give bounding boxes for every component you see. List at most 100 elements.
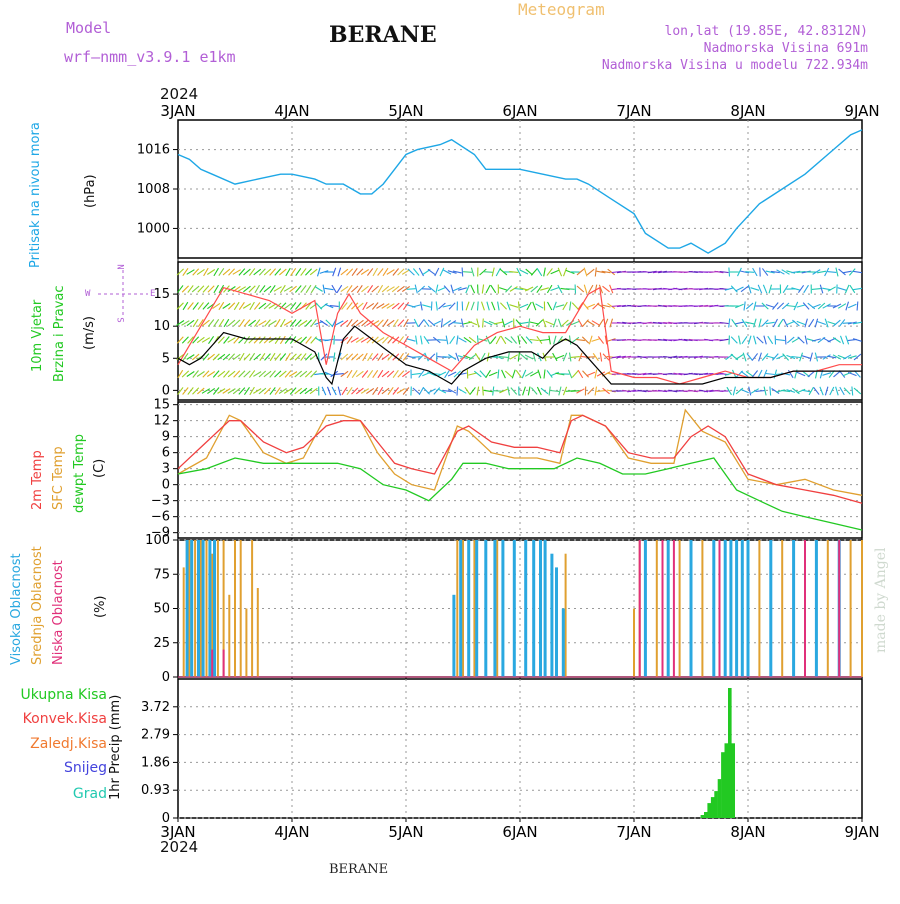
cloud-high-axis-label: Visoka Oblacnost <box>9 553 24 665</box>
cloud_high-bar <box>186 540 189 677</box>
wind-barb <box>197 372 204 377</box>
wind-barb <box>759 353 762 362</box>
wind-barb <box>466 302 469 311</box>
wind-barb <box>848 372 856 375</box>
temp_2m-series-line <box>178 415 862 503</box>
cloud_high-bar <box>202 540 205 677</box>
cloud_high-bar <box>213 540 216 677</box>
wind-barb <box>183 302 188 310</box>
wind-barb <box>214 285 219 293</box>
wind-barb <box>233 270 241 275</box>
wind-barb <box>566 289 575 290</box>
wind-barb <box>398 320 404 327</box>
wind-barb <box>758 285 762 293</box>
panel-frame <box>178 262 862 400</box>
wind-barb <box>428 269 435 274</box>
wind-barb <box>731 286 737 293</box>
y-tick-label: 0 <box>162 478 170 493</box>
cloud_mid-bar <box>473 540 475 677</box>
wind-barb <box>505 371 512 377</box>
wind-barb <box>511 388 517 395</box>
y-tick-label: 100 <box>145 533 170 548</box>
wind-barb <box>306 285 311 293</box>
wind-barb <box>600 353 601 362</box>
cloud_mid-bar <box>206 540 208 677</box>
wind-barb <box>382 354 389 359</box>
wind-barb <box>192 286 199 292</box>
wind-barb <box>571 391 580 392</box>
cloud_mid-bar <box>565 554 567 677</box>
wind-barb <box>454 371 461 377</box>
wind-barb <box>595 370 597 379</box>
y-tick-label: 1016 <box>137 143 170 158</box>
y-tick-label: 3.72 <box>141 700 170 715</box>
dewpoint-axis-label: dewpt Temp <box>72 434 87 513</box>
precip-total-bar <box>707 803 711 818</box>
wind-barb <box>508 387 510 396</box>
wind-barb <box>315 287 323 292</box>
wind-barb <box>754 336 756 345</box>
wind-barb <box>810 353 812 362</box>
y-tick-label: 10 <box>153 319 170 334</box>
wind-barb <box>301 285 306 292</box>
y-tick-label: 9 <box>162 430 170 445</box>
precip-total-bar <box>725 743 729 818</box>
wind-barb <box>496 268 500 276</box>
wind-barb <box>540 340 549 341</box>
wind-barb <box>214 319 219 326</box>
cloud_low-bar <box>719 540 721 677</box>
cloud_mid-bar <box>496 540 498 677</box>
wind-barb <box>735 322 744 324</box>
y-tick-label: 3 <box>162 462 170 477</box>
x-tick-label-top: 8JAN <box>730 102 765 120</box>
wind-barb <box>551 270 559 274</box>
wind-barb <box>291 268 296 275</box>
wind-barb <box>857 302 858 311</box>
wind-barb <box>584 268 587 277</box>
cloud_high-bar <box>769 540 772 677</box>
wind-barb <box>310 269 317 275</box>
x-tick-label-top: 6JAN <box>502 102 537 120</box>
temp-2m-axis-label: 2m Temp <box>30 450 45 510</box>
wind-barb <box>352 268 357 275</box>
cloud_high-bar <box>501 540 504 677</box>
wind-barb <box>373 370 378 377</box>
wind-barb <box>854 354 861 360</box>
wind-barb <box>798 337 805 343</box>
y-tick-label: 25 <box>153 636 170 651</box>
wind-barb <box>428 389 436 393</box>
wind-barb <box>853 271 862 272</box>
wind-barb <box>563 353 566 361</box>
cloud_low-bar <box>804 540 806 677</box>
wind-barb <box>570 336 571 345</box>
wind-barb <box>541 388 548 394</box>
wind-barb <box>404 336 409 344</box>
wind-barb <box>453 323 462 324</box>
wind-barb <box>844 388 850 394</box>
wind-barb <box>544 268 546 277</box>
wind-barb <box>854 388 861 394</box>
wind-barb <box>548 302 552 310</box>
wind-barb <box>536 320 543 326</box>
wind-barb <box>197 269 204 274</box>
y-tick-label: 1000 <box>137 221 170 236</box>
wind-barb <box>745 272 754 273</box>
wind-barb <box>412 357 421 358</box>
wind-barb <box>500 303 506 310</box>
wind-barb <box>301 268 306 275</box>
wind-barb <box>538 370 541 379</box>
wind-barb <box>766 374 775 375</box>
cloud_high-bar <box>452 595 455 677</box>
precip-total-bar <box>711 797 715 818</box>
wind-barb <box>518 353 519 362</box>
wind-barb <box>599 319 604 327</box>
cloud_low-bar <box>211 650 213 677</box>
wind-barb <box>325 288 334 289</box>
wind-barb <box>438 287 446 291</box>
cloud_low-bar <box>662 540 664 677</box>
cloud_high-bar <box>190 540 193 677</box>
compass-s: S <box>115 317 125 322</box>
bottom-year-label: 2024 <box>160 838 198 856</box>
wind-barb <box>223 269 230 275</box>
wind-barb <box>739 336 741 345</box>
